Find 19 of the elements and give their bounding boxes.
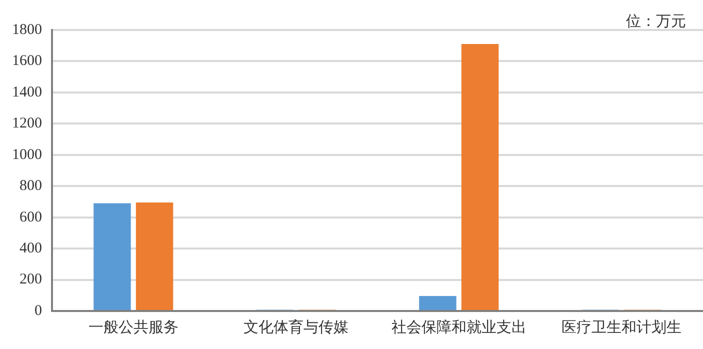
y-tick-label: 1800 bbox=[12, 22, 42, 38]
bar bbox=[94, 203, 131, 310]
x-tick-label: 一般公共服务 bbox=[88, 318, 178, 336]
x-tick-label: 文化体育与传媒 bbox=[244, 318, 349, 336]
x-tick-label: 社会保障和就业支出 bbox=[391, 318, 526, 336]
bar bbox=[461, 44, 499, 310]
annotation: 位：万元 bbox=[626, 12, 686, 30]
y-tick-label: 200 bbox=[20, 272, 42, 288]
bar bbox=[419, 296, 456, 310]
y-tick-label: 1600 bbox=[12, 53, 42, 70]
y-tick-label: 1000 bbox=[12, 146, 42, 163]
y-tick-label: 400 bbox=[20, 240, 42, 256]
y-tick-label: 1400 bbox=[12, 84, 42, 100]
bar bbox=[136, 202, 174, 310]
y-tick-label: 0 bbox=[34, 302, 42, 319]
x-tick-label: 医疗卫生和计划生 bbox=[562, 318, 682, 336]
y-tick-label: 1200 bbox=[12, 116, 42, 132]
y-tick-label: 800 bbox=[20, 178, 42, 194]
y-tick-label: 600 bbox=[20, 209, 42, 226]
